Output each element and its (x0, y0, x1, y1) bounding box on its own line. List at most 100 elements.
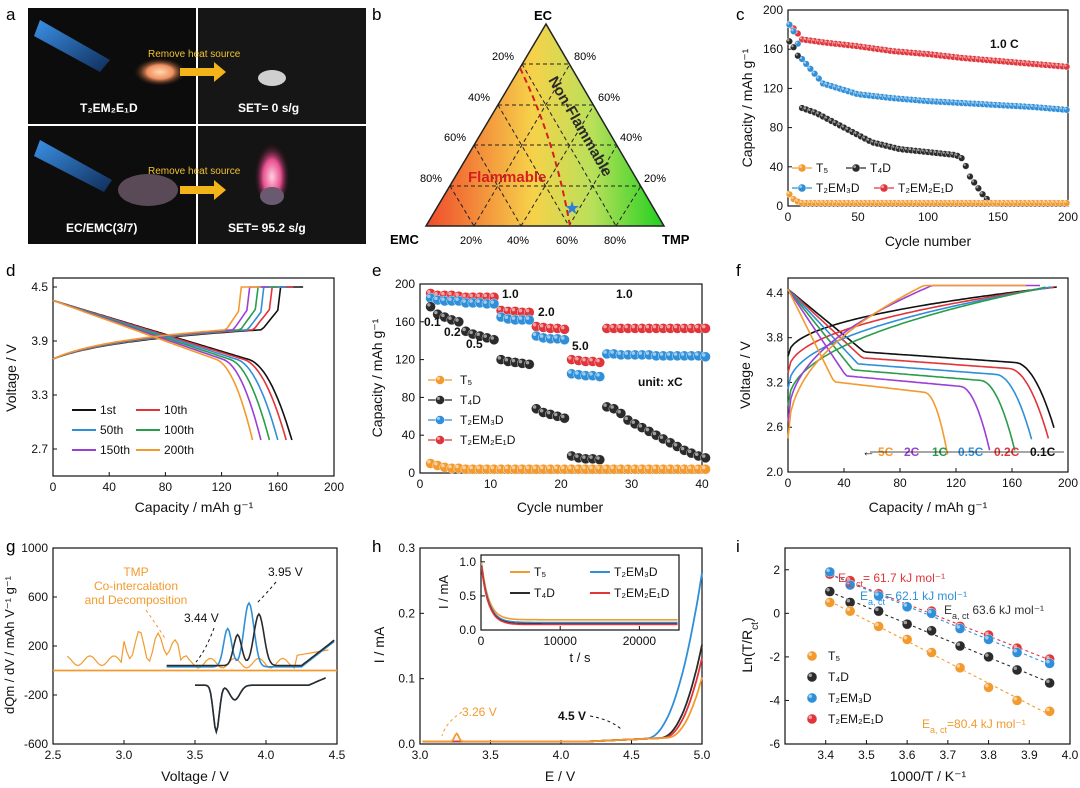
panel-c-point-T2EM3D-highlight (1043, 105, 1046, 109)
panel-i-point-T5-highlight (903, 635, 908, 640)
panel-c-point-T2EM3D (790, 27, 798, 35)
panel-e-legend-marker (435, 435, 445, 445)
panel-c-ytick-label: 160 (763, 42, 783, 56)
panel-e-point-T5-highlight (603, 465, 607, 470)
panel-d-legend-1st: 1st (100, 403, 117, 417)
panel-h-xlabel: E / V (545, 768, 576, 784)
panel-e-point-T5-highlight (518, 465, 523, 470)
panel-i-legend-T2EM3D: T₂EM₃D (828, 691, 872, 705)
panel-c-point-T2EM3D-highlight (887, 95, 891, 98)
panel-f-rate-profile: 0 40 80 120 160 200 2.0 2.6 3.2 3.8 4.4 Capacity / … (737, 277, 1078, 515)
panel-e-point-T4D-highlight (462, 327, 466, 332)
panel-i-legend-T4D: T₄D (828, 670, 849, 684)
panel-i-point-T5 (824, 597, 835, 608)
panel-e-point-T4D-highlight (518, 359, 523, 364)
panel-i-point-T5-highlight (875, 622, 879, 627)
panel-e-point-T2EM2E1D-highlight (568, 356, 572, 360)
panel-d-xlabel: Capacity / mAh g⁻¹ (135, 499, 254, 515)
panel-c-point-T2EM2E1D-highlight (955, 55, 958, 58)
panel-c-point-T2EM2E1D-highlight (820, 40, 823, 43)
panel-c-point-T2EM2E1D-highlight (1009, 59, 1012, 63)
panel-i-xtick-label: 3.8 (980, 748, 997, 762)
panel-i-point-T4D-highlight (1046, 679, 1050, 684)
panel-i-ylabel-tail: ) (739, 617, 755, 622)
panel-e-point-T2EM3D-highlight (638, 351, 643, 355)
panel-i-energy-sub: a, ct (952, 611, 970, 621)
panel-c-point-T2EM2E1D-highlight (799, 37, 802, 40)
panel-e-xlabel: Cycle number (517, 499, 604, 515)
panel-c-legend-marker-highlight (799, 165, 802, 169)
panel-e-point-T2EM2E1D-highlight (532, 323, 537, 327)
panel-e-point-T4D (700, 452, 711, 464)
panel-g-xlabel: Voltage / V (161, 768, 229, 784)
panel-c-point-T5-highlight (829, 200, 832, 204)
panel-e-point-T2EM2E1D-highlight (617, 324, 621, 329)
panel-c-point-T2EM2E1D-highlight (1026, 61, 1029, 64)
panel-c-point-T2EM3D-highlight (866, 93, 870, 96)
panel-c-point-T5-highlight (900, 200, 903, 204)
panel-c-point-T2EM3D-highlight (946, 100, 949, 103)
panel-e-point-T5-highlight (462, 465, 466, 470)
panel-e-point-T2EM2E1D-highlight (441, 291, 445, 296)
panel-i-legend-marker (806, 650, 818, 662)
panel-c-point-T2EM3D-highlight (1051, 106, 1054, 109)
panel-c-point-T5-highlight (942, 200, 945, 204)
panel-e-point-T5 (700, 464, 711, 475)
panel-c-point-T4D-highlight (900, 147, 903, 150)
panel-h-ytick-label: 0.2 (398, 606, 415, 620)
panel-c-point-T4D (958, 154, 966, 162)
panel-c-point-T4D-highlight (967, 174, 970, 177)
panel-i-ylabel: Ln(T/Rct) (739, 617, 761, 672)
panel-g-t4d-trace-discharge (195, 677, 326, 735)
panel-c-point-T2EM3D-highlight (988, 102, 991, 105)
panel-e-point-T2EM2E1D-highlight (624, 324, 628, 329)
panel-c-point-T2EM3D-highlight (950, 100, 954, 103)
panel-e-point-T2EM2E1D-highlight (582, 357, 586, 362)
panel-e-point-T2EM3D-highlight (490, 300, 495, 304)
panel-c-point-T2EM2E1D-highlight (1013, 60, 1017, 63)
panel-c-legend-marker-highlight (853, 165, 856, 169)
panel-c-point-T2EM2E1D-highlight (892, 48, 895, 52)
panel-c-ytick-label: 200 (763, 3, 783, 17)
panel-c-point-T5-highlight (929, 200, 933, 204)
panel-h-inset-legend-label: T₅ (534, 565, 546, 579)
panel-c-point-T2EM2E1D-highlight (959, 55, 962, 58)
panel-e-point-T2EM2E1D-highlight (680, 324, 685, 329)
panel-c-point-T2EM2E1D-highlight (921, 51, 924, 54)
panel-label-f: f (736, 261, 741, 280)
panel-label-h: h (372, 537, 381, 556)
panel-c-point-T5-highlight (854, 200, 857, 204)
photo-top-right (198, 8, 366, 124)
panel-f-discharge-5C (787, 288, 949, 455)
panel-h-inset-ytick-label: 0.5 (459, 589, 476, 603)
panel-c-point-T2EM2E1D-highlight (850, 43, 853, 46)
panel-i-point-T5-highlight (826, 598, 830, 603)
panel-e-point-T2EM3D-highlight (539, 334, 544, 338)
panel-e-point-T5-highlight (687, 465, 692, 470)
panel-d-discharge-200th (52, 299, 254, 441)
panel-c-point-T4D-highlight (816, 112, 819, 115)
tick-r-40: 40% (620, 132, 642, 144)
panel-c-point-T2EM3D-highlight (1013, 103, 1017, 107)
panel-c-point-T5-highlight (858, 200, 861, 204)
panel-e-ytick-label: 80 (402, 390, 416, 404)
panel-c-point-T5-highlight (871, 200, 874, 204)
panel-c-ytick-label: 120 (763, 81, 783, 95)
panel-d-xtick-label: 200 (324, 480, 344, 494)
panel-i-xtick-label: 3.9 (1021, 748, 1038, 762)
panel-e-legend-T5: T₅ (460, 373, 472, 387)
panel-g-t2em3d-trace (166, 601, 335, 668)
panel-c-point-T2EM3D-highlight (833, 85, 836, 88)
panel-c-point-T2EM3D-highlight (1022, 104, 1025, 107)
panel-i-point-T2EM3D (926, 608, 937, 619)
panel-e-point-T4D-highlight (575, 454, 579, 458)
panel-i-point-T4D (983, 651, 994, 663)
panel-e-point-T2EM3D-highlight (476, 299, 480, 303)
panel-c-point-T2EM2E1D-highlight (871, 46, 874, 49)
panel-e-point-T4D-highlight (561, 414, 565, 419)
panel-c-xlabel: Cycle number (885, 233, 972, 249)
panel-c-ytick-label: 0 (776, 199, 783, 213)
panel-h-inset-ytick-label: 1.0 (459, 555, 476, 569)
panel-d-xtick-label: 40 (103, 480, 117, 494)
panel-c-point-T4D-highlight (875, 141, 878, 144)
